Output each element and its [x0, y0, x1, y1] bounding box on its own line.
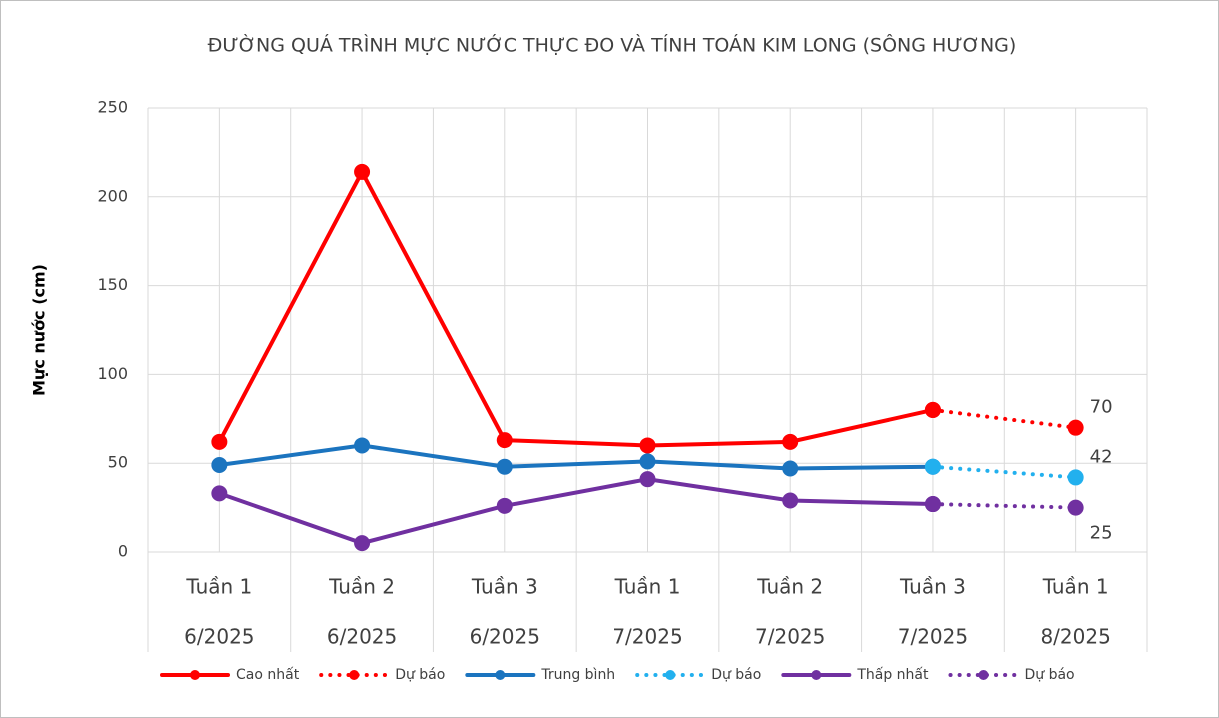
series-marker: [354, 163, 371, 180]
x-tick-label: 7/2025: [755, 625, 825, 649]
x-tick-label: Tuần 2: [328, 575, 395, 599]
series-marker: [1067, 419, 1084, 436]
y-tick-label: 0: [118, 542, 128, 561]
series-marker: [1067, 499, 1084, 516]
series-marker: [211, 485, 228, 502]
series-marker: [782, 492, 799, 509]
x-tick-label: 6/2025: [470, 625, 540, 649]
y-axis-label: Mực nước (cm): [30, 264, 49, 396]
data-label: 70: [1090, 397, 1113, 418]
series-marker: [354, 535, 371, 552]
x-tick-label: Tuần 2: [756, 575, 823, 599]
series-marker: [782, 433, 799, 450]
legend-label: Thấp nhất: [856, 667, 929, 683]
data-label: 42: [1090, 446, 1113, 467]
series-marker: [782, 460, 799, 477]
series-marker: [354, 437, 371, 454]
x-tick-label: 7/2025: [898, 625, 968, 649]
legend-label: Dự báo: [395, 667, 445, 683]
legend-label: Trung bình: [540, 667, 615, 683]
x-tick-label: 7/2025: [612, 625, 682, 649]
legend-label: Dự báo: [711, 667, 761, 683]
legend-marker: [349, 670, 360, 680]
series-marker: [496, 497, 513, 514]
x-tick-label: 6/2025: [184, 625, 254, 649]
series-marker: [924, 458, 941, 475]
x-tick-label: Tuần 1: [1042, 575, 1109, 599]
y-tick-label: 250: [97, 98, 128, 117]
series-marker: [211, 456, 228, 473]
series-marker: [211, 433, 228, 450]
series-marker: [639, 453, 656, 470]
series-line: [930, 464, 1078, 480]
series-marker: [924, 401, 941, 418]
series-marker: [639, 437, 656, 454]
x-tick-label: Tuần 3: [471, 575, 538, 599]
series-marker: [496, 458, 513, 475]
x-tick-label: Tuần 1: [614, 575, 681, 599]
series-line: [930, 407, 1078, 430]
x-tick-label: 8/2025: [1040, 625, 1110, 649]
series-line: [217, 167, 935, 448]
series-marker: [924, 496, 941, 513]
series-line: [217, 443, 935, 471]
x-tick-label: Tuần 3: [899, 575, 966, 599]
series-marker: [639, 471, 656, 488]
legend-marker: [495, 670, 506, 680]
data-label: 25: [1090, 523, 1113, 544]
legend-marker: [811, 670, 822, 680]
legend-marker: [665, 670, 676, 680]
legend-label: Cao nhất: [236, 667, 300, 683]
series-marker: [1067, 469, 1084, 486]
x-tick-label: 6/2025: [327, 625, 397, 649]
legend-marker: [978, 670, 989, 680]
series-line: [930, 502, 1078, 510]
y-tick-label: 50: [108, 453, 128, 472]
y-tick-label: 100: [97, 364, 128, 383]
series-line: [217, 477, 935, 546]
series-marker: [496, 432, 513, 449]
legend-marker: [190, 670, 200, 680]
chart-title: ĐƯỜNG QUÁ TRÌNH MỰC NƯỚC THỰC ĐO VÀ TÍNH…: [208, 33, 1017, 57]
legend-label: Dự báo: [1024, 667, 1074, 683]
x-tick-label: Tuần 1: [185, 575, 252, 599]
y-tick-label: 150: [97, 275, 128, 294]
y-tick-label: 200: [97, 186, 128, 205]
